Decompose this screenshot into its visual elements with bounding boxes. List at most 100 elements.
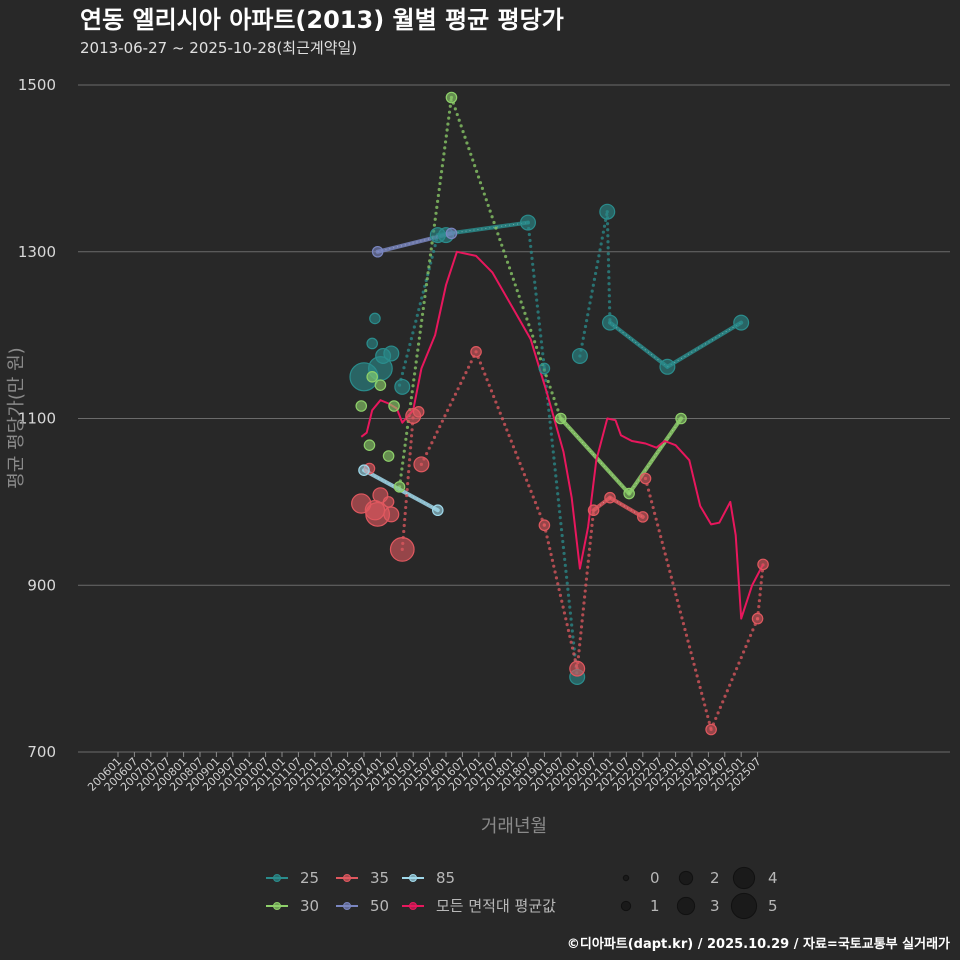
connector-solid-30 [558, 416, 632, 496]
data-point-35 [587, 504, 600, 517]
legend-label-series: 85 [436, 869, 455, 887]
connector-dotted-35 [474, 350, 546, 527]
data-point-35 [383, 506, 400, 523]
legend-dot-35 [343, 874, 351, 882]
connector-solid-25 [607, 320, 670, 369]
connector-dotted-35 [400, 414, 415, 551]
legend-label-size: 4 [768, 869, 778, 887]
data-point-25 [394, 378, 411, 395]
legend-label-size: 1 [650, 897, 660, 915]
legend-dot-85 [409, 874, 417, 882]
y-tick-label: 1100 [18, 410, 56, 428]
legend-size-circle [730, 892, 758, 920]
connector-dotted-25 [542, 366, 579, 679]
data-point-30 [675, 412, 687, 425]
data-point-85 [358, 464, 370, 476]
connector-dotted-35 [709, 616, 760, 732]
data-point-35 [639, 472, 652, 485]
data-point-30 [554, 412, 567, 425]
grid-layer [78, 84, 950, 753]
data-point-35 [413, 456, 430, 473]
connector-bead-25 [609, 322, 668, 368]
data-point-35 [705, 723, 717, 736]
data-point-25 [599, 203, 616, 220]
data-point-30 [363, 439, 376, 451]
chart-subtitle: 2013-06-27 ~ 2025-10-28(최근계약일) [80, 39, 357, 57]
connector-bead-50 [377, 232, 452, 253]
data-point-35 [389, 536, 415, 562]
connector-solid-35 [607, 495, 645, 519]
data-point-35 [636, 511, 649, 523]
connector-dotted-35 [643, 476, 713, 732]
data-point-35 [538, 519, 551, 532]
legend-size-circle [678, 870, 694, 886]
data-point-35 [751, 612, 764, 625]
data-point-35 [470, 345, 482, 358]
legend-label-series: 25 [300, 869, 319, 887]
data-point-35 [604, 491, 616, 504]
data-point-35 [757, 558, 769, 571]
legend-label-size: 2 [710, 869, 720, 887]
legend-size-circle [620, 900, 632, 912]
data-point-30 [355, 400, 368, 412]
y-tick-label: 1300 [18, 243, 56, 261]
data-point-25 [659, 358, 676, 375]
connector-bead-30 [628, 418, 682, 494]
connector-dotted-25 [578, 210, 609, 358]
data-point-35 [569, 660, 586, 677]
data-point-85 [431, 504, 444, 517]
data-point-30 [388, 400, 400, 412]
x-tick-labels: 2006012006072007012007072008012008072009… [85, 752, 764, 794]
data-point-35 [382, 496, 395, 508]
y-tick-labels: 700 900 1100 1300 1500 [18, 76, 56, 761]
data-point-25 [369, 312, 381, 325]
data-point-30 [366, 371, 378, 383]
plot-area [349, 91, 769, 736]
connector-dotted-25 [526, 220, 546, 371]
legend: 25 35 85 30 50 모든 면적대 평균값 0 1 2 3 4 5 [266, 866, 778, 920]
y-tick-label: 1500 [18, 76, 56, 94]
legend-label-series: 35 [370, 869, 389, 887]
legend-size-circle [676, 896, 696, 916]
data-point-25 [538, 362, 551, 375]
chart-title: 연동 엘리시아 아파트(2013) 월별 평균 평당가 [80, 6, 564, 34]
legend-label-size: 0 [650, 869, 660, 887]
credit-text: ©디아파트(dapt.kr) / 2025.10.29 / 자료=국토교통부 실… [567, 936, 950, 952]
x-axis-label: 거래년월 [481, 816, 547, 837]
data-point-50 [445, 227, 458, 240]
data-point-25 [366, 337, 378, 350]
legend-size-circle [732, 866, 756, 890]
legend-label-series: 30 [300, 897, 319, 915]
legend-dot-30 [273, 902, 281, 910]
data-point-25 [383, 345, 400, 362]
data-point-30 [393, 481, 406, 493]
connector-dotted-25 [397, 233, 440, 387]
connector-dotted-35 [542, 523, 579, 671]
connector-bead-30 [560, 418, 630, 494]
connector-dotted-25 [605, 210, 612, 325]
legend-dot-모든 면적대 평균값 [409, 902, 417, 910]
data-point-30 [623, 487, 635, 500]
legend-dot-25 [273, 874, 281, 882]
connector-solid-30 [627, 416, 684, 496]
y-axis-label: 평균 평당가(만 원) [6, 347, 27, 488]
legend-label-size: 3 [710, 897, 720, 915]
data-point-25 [733, 314, 750, 331]
connector-dotted-35 [575, 508, 596, 671]
y-tick-label: 700 [27, 743, 56, 761]
data-point-30 [382, 450, 395, 462]
data-point-35 [412, 406, 425, 418]
legend-label-size: 5 [768, 897, 778, 915]
legend-size-circle [622, 874, 630, 882]
legend-label-series: 50 [370, 897, 389, 915]
data-point-25 [519, 214, 536, 231]
legend-dot-50 [343, 902, 351, 910]
data-point-30 [374, 379, 387, 391]
data-point-30 [445, 91, 458, 104]
legend-label-series: 모든 면적대 평균값 [436, 897, 556, 915]
connector-solid-25 [665, 320, 744, 369]
data-point-50 [371, 245, 384, 258]
y-tick-label: 900 [27, 576, 56, 594]
